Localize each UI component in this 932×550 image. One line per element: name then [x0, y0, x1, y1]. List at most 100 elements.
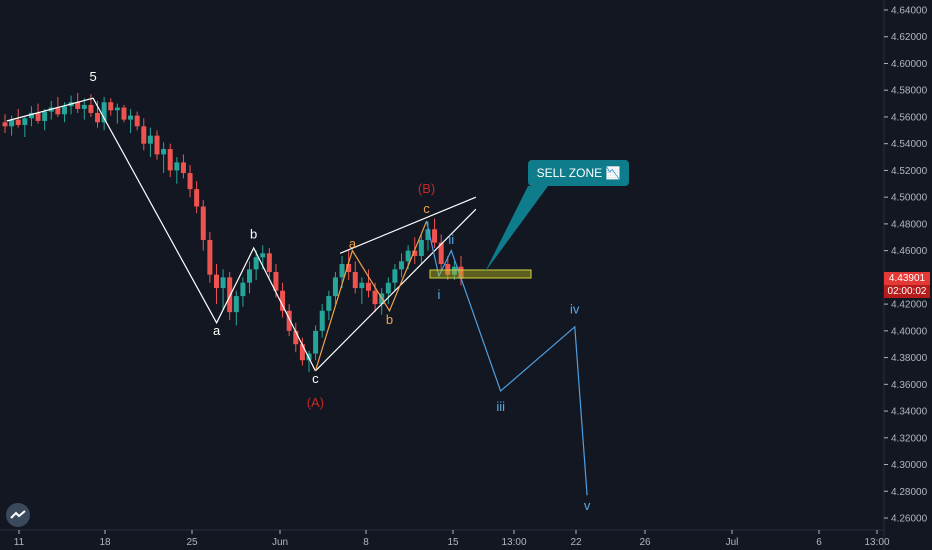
candle-body [280, 290, 286, 311]
price-tick-label: 4.36000 [891, 380, 928, 391]
candle-body [200, 206, 206, 240]
candle-body [412, 250, 418, 256]
wave-label: b [250, 227, 257, 242]
orange-abc-wave [314, 220, 428, 372]
price-tick-label: 4.56000 [891, 112, 928, 123]
time-tick-label: 11 [14, 537, 25, 548]
blue-projection-wave [426, 221, 588, 496]
candle-body [399, 261, 405, 270]
candle-body [233, 296, 239, 313]
wave-label: a [213, 323, 221, 338]
countdown-badge: 02:00:02 [884, 285, 930, 298]
candle-body [339, 264, 345, 278]
sell-zone-box[interactable] [429, 269, 532, 279]
wave-label: 5 [89, 69, 96, 84]
wedge-upper-line [339, 196, 477, 254]
sell-zone-label[interactable]: SELL ZONE 📉 [528, 160, 629, 186]
time-axis-ticks: 11 18 25 Jun 8 15 13:00 22 26 Jul 6 13:00 [14, 530, 890, 548]
price-tick-label: 4.48000 [891, 219, 928, 230]
candle-body [372, 290, 378, 305]
candle-body [438, 242, 444, 264]
candle-body [352, 272, 358, 289]
price-tick-label: 4.32000 [891, 433, 928, 444]
candle-body [213, 274, 219, 289]
candle-body [260, 253, 266, 258]
candle-body [81, 104, 87, 109]
time-tick-label: 13:00 [501, 537, 526, 548]
candle-body [15, 119, 21, 125]
candle-body [95, 112, 101, 123]
candle-body [332, 277, 338, 297]
wave-label: (B) [418, 181, 435, 196]
candle-body [385, 282, 391, 294]
candle-body [147, 135, 153, 144]
candle-body [22, 118, 28, 125]
candle-body [9, 119, 15, 127]
candle-body [445, 264, 451, 275]
time-tick-label: 18 [99, 537, 111, 548]
candle-body [28, 112, 34, 119]
candle-body [240, 282, 246, 297]
candle-body [141, 126, 147, 144]
candle-body [207, 239, 213, 275]
time-tick-label: Jul [726, 537, 739, 548]
price-tick-label: 4.54000 [891, 139, 928, 150]
time-tick-label: 13:00 [864, 537, 889, 548]
candle-body [154, 135, 160, 155]
tradingview-logo-icon[interactable] [6, 503, 30, 527]
candle-body [313, 330, 319, 354]
candle-body [42, 111, 48, 121]
candle-body [247, 269, 253, 283]
candle-body [266, 253, 272, 273]
wedge-lower-line [314, 208, 477, 372]
price-tick-label: 4.30000 [891, 460, 928, 471]
candle-body [432, 229, 438, 243]
price-tick-label: 4.62000 [891, 32, 928, 43]
candle-body [392, 269, 398, 283]
candle-body [194, 189, 200, 207]
wave-lines-layer [6, 97, 588, 496]
price-tick-label: 4.28000 [891, 487, 928, 498]
candle-body [61, 106, 67, 115]
candle-body [319, 310, 325, 331]
candle-body [293, 330, 299, 345]
time-tick-label: 6 [816, 537, 822, 548]
candle-body [108, 102, 114, 111]
candle-body [220, 277, 226, 289]
price-tick-label: 4.60000 [891, 59, 928, 70]
price-tick-label: 4.46000 [891, 246, 928, 257]
candle-body [187, 173, 193, 190]
candle-body [180, 162, 186, 174]
candle-body [121, 107, 127, 120]
candle-body [346, 264, 352, 273]
candle-body [35, 112, 41, 121]
price-tick-label: 4.38000 [891, 353, 928, 364]
candle-body [451, 266, 457, 275]
wave-label: v [584, 498, 591, 513]
candle-body [167, 149, 173, 171]
candle-body [128, 115, 134, 120]
sell-zone-callout-pointer [485, 186, 548, 272]
price-axis-ticks: 4.64000 4.62000 4.60000 4.58000 4.56000 4.540… [884, 6, 928, 525]
candle-body [114, 107, 120, 111]
time-tick-label: 25 [186, 537, 198, 548]
candle-body [227, 277, 233, 313]
time-tick-label: 22 [570, 537, 582, 548]
price-tick-label: 4.50000 [891, 193, 928, 204]
wave-label: ii [448, 232, 454, 247]
current-price-badge: 4.43901 [884, 272, 930, 285]
price-tick-label: 4.26000 [891, 514, 928, 525]
price-tick-label: 4.34000 [891, 407, 928, 418]
candle-body [418, 239, 424, 256]
wave-label: i [437, 287, 440, 302]
wave-label: (A) [307, 395, 324, 410]
candle-body [326, 296, 332, 311]
candle-body [359, 282, 365, 289]
time-tick-label: 26 [639, 537, 651, 548]
candle-body [2, 122, 8, 127]
time-tick-label: 8 [363, 537, 369, 548]
time-tick-label: 15 [447, 537, 459, 548]
candle-body [458, 266, 464, 279]
